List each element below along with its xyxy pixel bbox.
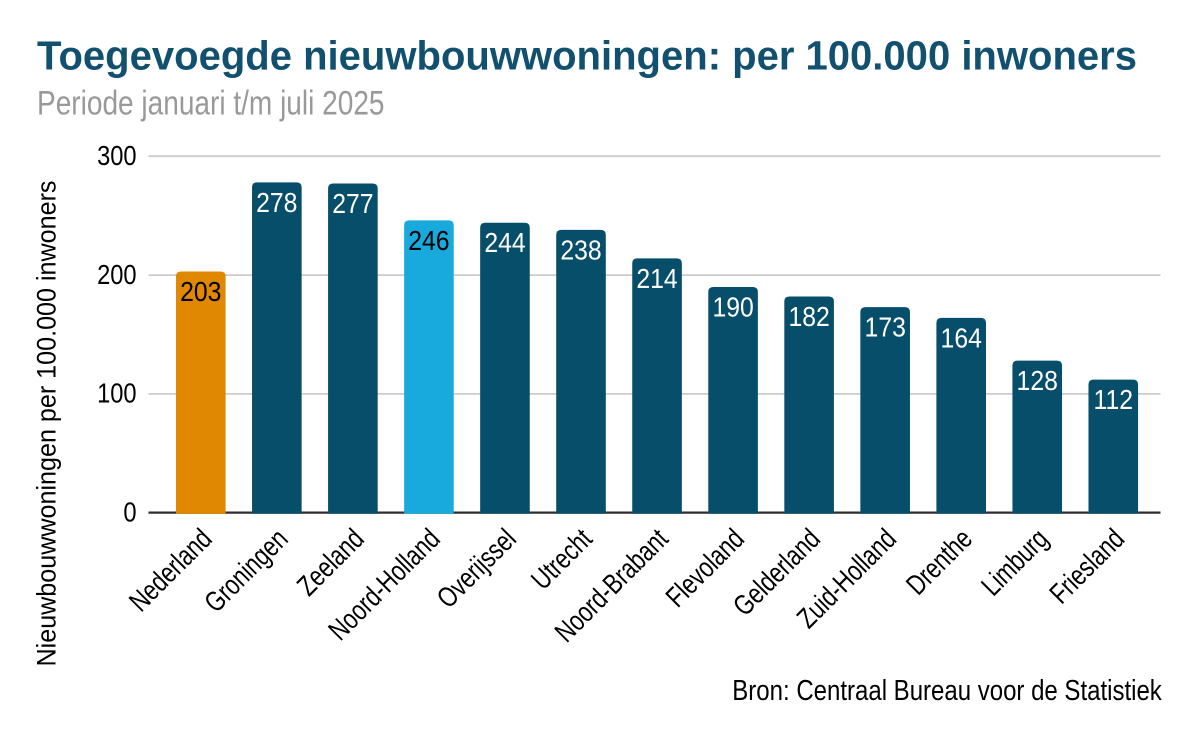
svg-text:200: 200 — [97, 259, 137, 290]
svg-text:244: 244 — [484, 227, 525, 258]
svg-text:Bron: Centraal Bureau voor de: Bron: Centraal Bureau voor de Statistiek — [732, 675, 1162, 707]
svg-text:Nieuwbouwwoningen per 100.000: Nieuwbouwwoningen per 100.000 inwoners — [32, 181, 62, 667]
svg-text:246: 246 — [408, 225, 449, 256]
svg-text:128: 128 — [1017, 365, 1058, 396]
svg-text:Periode januari t/m juli 2025: Periode januari t/m juli 2025 — [37, 85, 385, 123]
svg-text:300: 300 — [97, 140, 137, 171]
svg-text:214: 214 — [636, 263, 677, 294]
svg-text:182: 182 — [788, 301, 829, 332]
svg-text:0: 0 — [123, 497, 136, 528]
svg-text:112: 112 — [1094, 384, 1134, 415]
svg-text:278: 278 — [256, 187, 297, 218]
svg-text:173: 173 — [865, 312, 906, 343]
svg-text:164: 164 — [941, 322, 982, 353]
svg-text:Toegevoegde nieuwbouwwoningen:: Toegevoegde nieuwbouwwoningen: per 100.0… — [37, 33, 1137, 79]
svg-text:238: 238 — [560, 234, 601, 265]
svg-text:190: 190 — [712, 291, 753, 322]
svg-text:203: 203 — [180, 276, 221, 307]
svg-text:277: 277 — [332, 188, 373, 219]
svg-text:100: 100 — [97, 378, 137, 409]
